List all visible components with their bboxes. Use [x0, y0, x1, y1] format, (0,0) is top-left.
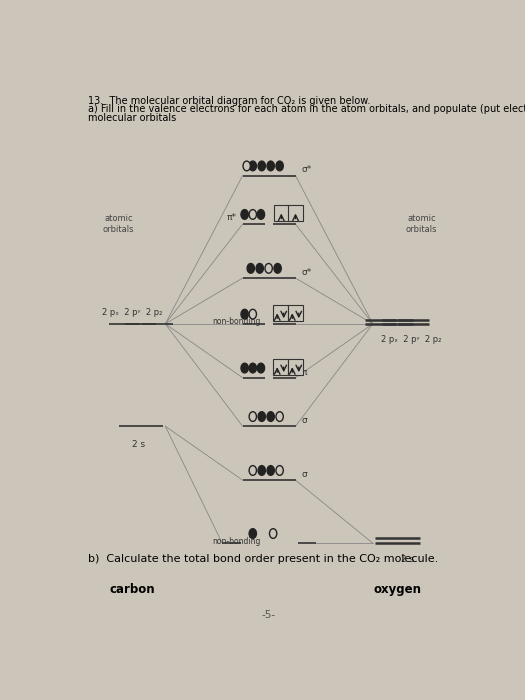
- Circle shape: [269, 528, 277, 538]
- Circle shape: [276, 161, 284, 171]
- Text: σ*: σ*: [301, 268, 312, 277]
- Circle shape: [276, 412, 284, 421]
- Text: non-bonding: non-bonding: [212, 537, 260, 545]
- Circle shape: [243, 161, 250, 171]
- Text: atomic
orbitals: atomic orbitals: [103, 214, 134, 234]
- Circle shape: [249, 309, 256, 319]
- Circle shape: [256, 263, 264, 273]
- Text: σ*: σ*: [301, 165, 312, 174]
- Text: non-bonding: non-bonding: [212, 317, 260, 326]
- Circle shape: [276, 466, 284, 475]
- FancyBboxPatch shape: [272, 305, 288, 321]
- FancyBboxPatch shape: [288, 359, 303, 375]
- Circle shape: [267, 412, 275, 421]
- Text: a) Fill in the valence electrons for each atom in the atom orbitals, and populat: a) Fill in the valence electrons for eac…: [88, 104, 525, 115]
- Text: 13.  The molecular orbital diagram for CO₂ is given below.: 13. The molecular orbital diagram for CO…: [88, 96, 370, 106]
- Circle shape: [249, 466, 256, 475]
- Circle shape: [267, 161, 275, 171]
- Text: 2 s: 2 s: [132, 440, 145, 449]
- FancyBboxPatch shape: [274, 205, 289, 221]
- Text: oxygen: oxygen: [373, 583, 421, 596]
- Circle shape: [267, 466, 275, 475]
- Circle shape: [241, 209, 248, 219]
- Circle shape: [274, 263, 281, 273]
- Circle shape: [249, 412, 256, 421]
- Circle shape: [241, 309, 248, 319]
- Text: atomic
orbitals: atomic orbitals: [406, 214, 437, 234]
- Text: 2 pₓ  2 pʸ  2 p₂: 2 pₓ 2 pʸ 2 p₂: [102, 309, 163, 317]
- FancyBboxPatch shape: [288, 305, 303, 321]
- Circle shape: [249, 161, 256, 171]
- Text: 2 s: 2 s: [401, 555, 414, 564]
- Text: molecular orbitals: molecular orbitals: [88, 113, 176, 123]
- Text: carbon: carbon: [110, 583, 155, 596]
- FancyBboxPatch shape: [272, 359, 288, 375]
- Text: b)  Calculate the total bond order present in the CO₂ molecule.: b) Calculate the total bond order presen…: [88, 554, 438, 564]
- FancyBboxPatch shape: [288, 205, 303, 221]
- Circle shape: [249, 209, 256, 219]
- Circle shape: [241, 363, 248, 373]
- Circle shape: [258, 466, 266, 475]
- Circle shape: [247, 263, 255, 273]
- Text: -5-: -5-: [262, 610, 276, 620]
- Circle shape: [257, 363, 265, 373]
- Text: π*: π*: [226, 213, 236, 222]
- Circle shape: [257, 209, 265, 219]
- Circle shape: [258, 412, 266, 421]
- Circle shape: [258, 161, 266, 171]
- Text: σ: σ: [301, 416, 307, 425]
- Circle shape: [265, 263, 272, 273]
- Circle shape: [249, 528, 256, 538]
- Text: σ: σ: [301, 470, 307, 479]
- Text: 2 pₓ  2 pʸ  2 p₂: 2 pₓ 2 pʸ 2 p₂: [381, 335, 442, 344]
- Circle shape: [249, 363, 256, 373]
- Text: π: π: [301, 368, 307, 377]
